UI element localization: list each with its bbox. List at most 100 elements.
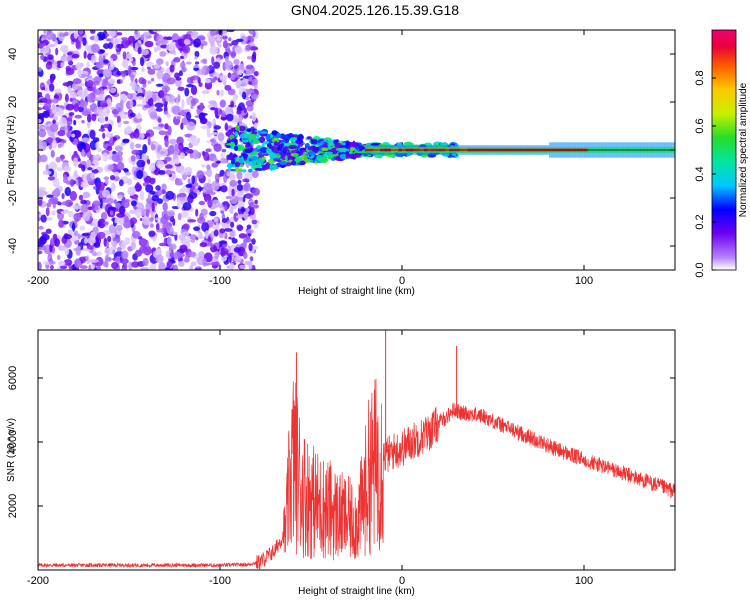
colorbar-cell (712, 204, 736, 207)
colorbar-cell (712, 260, 736, 263)
heatmap-cell (193, 226, 200, 232)
heatmap-cell (50, 237, 54, 246)
heatmap-y-tick-label: 0 (7, 147, 19, 153)
heatmap-cell (119, 93, 126, 98)
heatmap-cell (60, 62, 65, 69)
heatmap-cell (300, 154, 308, 161)
heatmap-cell (234, 166, 240, 173)
snr-x-axis-label: Height of straight line (km) (298, 586, 415, 597)
heatmap-cell (193, 188, 199, 193)
heatmap-cell (91, 218, 99, 227)
heatmap-cell (240, 78, 249, 87)
heatmap-cell (69, 190, 77, 201)
colorbar-cell (712, 184, 736, 187)
colorbar-cell (712, 72, 736, 75)
heatmap-cell (178, 142, 184, 152)
heatmap-cell (62, 177, 69, 184)
colorbar-cell (712, 56, 736, 59)
heatmap-cell (200, 43, 204, 50)
heatmap-cell (95, 61, 104, 69)
heatmap-cell (110, 57, 114, 67)
heatmap-cell (174, 143, 180, 152)
heatmap-cell (245, 44, 252, 51)
heatmap-cell (39, 47, 48, 56)
heatmap-x-tick-label: 0 (399, 275, 405, 287)
heatmap-cell (116, 32, 123, 36)
heatmap-cell (67, 229, 73, 236)
heatmap-cell (52, 119, 56, 125)
heatmap-cell (116, 161, 125, 171)
colorbar-cell (712, 76, 736, 79)
heatmap-cell (160, 39, 169, 45)
heatmap-cell (327, 144, 331, 150)
heatmap-cell (248, 243, 253, 252)
heatmap-cell (190, 98, 197, 107)
heatmap-cell (246, 128, 252, 133)
heatmap-cell (120, 258, 129, 265)
heatmap-cell (54, 88, 62, 94)
heatmap-cell (246, 224, 252, 230)
heatmap-cell (114, 202, 121, 209)
colorbar-cell (712, 102, 736, 105)
heatmap-cell (96, 31, 106, 41)
heatmap-cell (201, 66, 205, 76)
chart-title: GN04.2025.126.15.39.G18 (290, 2, 460, 18)
heatmap-cell (133, 205, 137, 210)
heatmap-cell (238, 213, 245, 218)
heatmap-cell (204, 229, 209, 240)
heatmap-cell (152, 126, 162, 130)
heatmap-cell (208, 100, 217, 105)
heatmap-y-tick-label: -40 (7, 238, 19, 254)
heatmap-cell (229, 179, 238, 187)
heatmap-cell (106, 97, 112, 106)
heatmap-cell (239, 264, 246, 270)
heatmap-cell (75, 62, 83, 70)
heatmap-cell (122, 139, 130, 144)
heatmap-cell (175, 77, 182, 81)
heatmap-cell (99, 49, 106, 53)
heatmap-cell (230, 221, 235, 228)
heatmap-cell (249, 256, 254, 262)
heatmap-cell (79, 180, 89, 189)
colorbar-cell (712, 238, 736, 241)
heatmap-cell (221, 248, 229, 256)
heatmap-cell (104, 247, 113, 256)
heatmap-cell (165, 61, 169, 67)
heatmap-cell (221, 35, 228, 40)
heatmap-cell (49, 75, 55, 84)
heatmap-cell (202, 58, 208, 65)
heatmap-cell (107, 30, 117, 38)
heatmap-cell (177, 94, 181, 103)
heatmap-cell (51, 98, 59, 104)
heatmap-cell (155, 107, 163, 112)
heatmap-cell (186, 121, 196, 131)
heatmap-cell (183, 39, 191, 45)
heatmap-cell (173, 251, 182, 260)
heatmap-cell (209, 242, 214, 248)
heatmap-cell (129, 141, 135, 151)
heatmap-cell (186, 111, 192, 121)
heatmap-cell (240, 206, 246, 213)
heatmap-cell (339, 153, 348, 160)
heatmap-cell (203, 182, 212, 191)
heatmap-cell (238, 69, 243, 76)
heatmap-cell (167, 125, 172, 136)
heatmap-cell (73, 212, 82, 222)
heatmap-cell (155, 217, 161, 221)
heatmap-cell (222, 40, 228, 49)
heatmap-cell (68, 112, 75, 116)
heatmap-cell (144, 40, 154, 48)
heatmap-cell (245, 64, 254, 70)
heatmap-cell (80, 199, 87, 205)
heatmap-cell (51, 104, 57, 114)
heatmap-cell (63, 259, 73, 266)
heatmap-cell (119, 216, 125, 226)
heatmap-y-tick-label: 20 (7, 96, 19, 108)
heatmap-x-tick-label: -200 (27, 275, 49, 287)
heatmap-cell (190, 85, 198, 96)
heatmap-cell (141, 78, 147, 85)
snr-y-tick-label: 2000 (7, 494, 19, 518)
colorbar-cell (712, 220, 736, 223)
heatmap-cell (111, 262, 119, 270)
heatmap-cell (234, 45, 243, 55)
